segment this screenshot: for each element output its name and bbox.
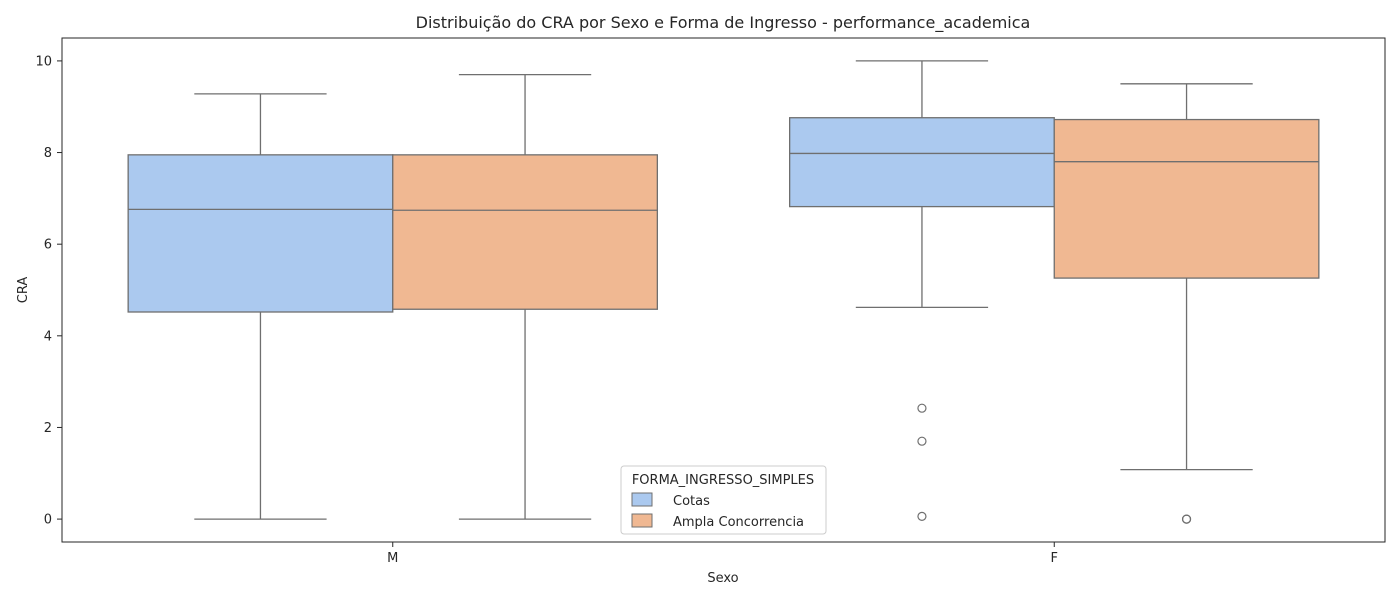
x-axis-label: Sexo	[707, 571, 738, 586]
box-ampla-concorrencia-f	[1053, 83, 1320, 524]
x-tick-label: M	[387, 551, 398, 566]
y-axis: 0 2 4 6 8 10	[35, 54, 62, 528]
legend: FORMA_INGRESSO_SIMPLES Cotas Ampla Conco…	[620, 465, 827, 535]
legend-swatch-cotas	[631, 492, 653, 507]
y-tick-label: 8	[44, 146, 52, 161]
outlier-point	[917, 403, 927, 413]
legend-frame	[620, 465, 827, 535]
x-tick-label: F	[1051, 551, 1058, 566]
outlier-point	[917, 436, 927, 446]
chart-title: Distribuição do CRA por Sexo e Forma de …	[416, 13, 1031, 33]
plot-area	[127, 60, 1320, 524]
legend-title: FORMA_INGRESSO_SIMPLES	[632, 473, 814, 488]
y-tick-label: 0	[44, 513, 52, 528]
box-ampla-concorrencia-m	[392, 74, 659, 520]
y-tick-label: 4	[44, 329, 52, 344]
box-iqr	[1053, 118, 1320, 279]
box-cotas-m	[127, 93, 394, 520]
y-tick-label: 10	[35, 54, 52, 69]
box-cotas-f	[789, 60, 1055, 521]
box-iqr	[127, 154, 394, 313]
y-tick-label: 6	[44, 238, 52, 253]
outlier-point	[917, 511, 927, 521]
box-iqr	[789, 117, 1055, 208]
y-tick-label: 2	[44, 421, 52, 436]
box-iqr	[392, 154, 659, 310]
axes-frame	[61, 37, 1386, 543]
legend-label-ampla: Ampla Concorrencia	[673, 515, 804, 530]
legend-swatch-ampla	[631, 513, 653, 528]
legend-label-cotas: Cotas	[673, 494, 710, 509]
outlier-point	[1181, 514, 1192, 524]
y-axis-label: CRA	[16, 277, 31, 304]
